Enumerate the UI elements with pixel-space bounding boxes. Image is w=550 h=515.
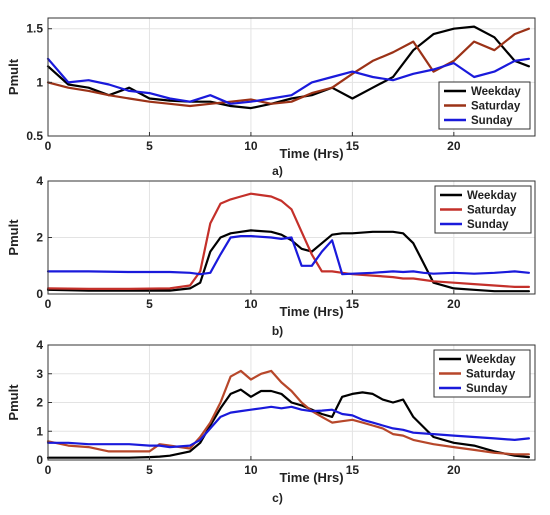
y-tick-label: 1 xyxy=(36,75,43,89)
legend-label-saturday: Saturday xyxy=(466,369,516,381)
legend-label-weekday: Weekday xyxy=(471,86,521,98)
y-tick-label: 0 xyxy=(36,287,43,301)
series-line-sunday xyxy=(46,235,531,276)
axes-frame xyxy=(47,17,536,137)
y-axis-label: Pmult xyxy=(6,384,21,421)
chart-panel-3: 0 5 10 15 20 0 1 2 3 4 Time (Hrs) Pmult c) Weekday Sat… xyxy=(6,338,536,505)
y-axis-label: Pmult xyxy=(6,58,21,95)
x-tick-label: 5 xyxy=(146,139,153,153)
legend-label-weekday: Weekday xyxy=(467,190,517,202)
y-axis-label: Pmult xyxy=(6,219,21,256)
chart-panel-1: 0 5 10 15 20 0.5 1 1.5 Time (Hrs) Pmult a) Weekday S… xyxy=(6,17,536,178)
legend-label-sunday: Sunday xyxy=(467,219,509,231)
x-tick-label: 15 xyxy=(346,463,360,477)
y-tick-label: 0.5 xyxy=(26,129,43,143)
x-tick-label: 20 xyxy=(447,297,461,311)
x-tick-label: 0 xyxy=(45,139,52,153)
legend-label-sunday: Sunday xyxy=(466,383,508,395)
legend-label-saturday: Saturday xyxy=(467,205,517,217)
legend: Weekday Saturday Sunday xyxy=(433,349,531,398)
y-tick-label: 2 xyxy=(36,231,43,245)
y-tick-label: 4 xyxy=(36,338,43,352)
legend-label-sunday: Sunday xyxy=(471,115,513,127)
x-tick-label: 20 xyxy=(447,139,461,153)
x-tick-label: 20 xyxy=(447,463,461,477)
y-tick-label: 4 xyxy=(36,174,43,188)
x-tick-label: 0 xyxy=(45,463,52,477)
panel-caption: b) xyxy=(272,324,283,338)
y-tick-label: 2 xyxy=(36,396,43,410)
series-line-weekday xyxy=(46,25,531,110)
x-tick-label: 10 xyxy=(244,463,258,477)
series-line-saturday xyxy=(46,27,531,108)
x-tick-label: 15 xyxy=(346,297,360,311)
x-axis-label: Time (Hrs) xyxy=(279,304,343,319)
series-line-sunday xyxy=(46,57,531,105)
x-axis-label: Time (Hrs) xyxy=(279,470,343,485)
x-tick-label: 10 xyxy=(244,297,258,311)
series-line-sunday xyxy=(46,405,531,449)
y-tick-label: 0 xyxy=(36,453,43,467)
x-tick-label: 5 xyxy=(146,297,153,311)
y-tick-label: 3 xyxy=(36,367,43,381)
y-tick-label: 1.5 xyxy=(26,22,43,36)
legend: Weekday Saturday Sunday xyxy=(438,81,531,130)
panel-caption: a) xyxy=(272,164,283,178)
legend: Weekday Saturday Sunday xyxy=(434,185,532,234)
series-line-weekday xyxy=(46,388,531,459)
x-tick-label: 0 xyxy=(45,297,52,311)
y-tick-label: 1 xyxy=(36,424,43,438)
series-line-weekday xyxy=(46,229,531,293)
x-tick-label: 10 xyxy=(244,139,258,153)
panel-caption: c) xyxy=(272,491,283,505)
x-axis-label: Time (Hrs) xyxy=(279,146,343,161)
legend-label-weekday: Weekday xyxy=(466,354,516,366)
legend-label-saturday: Saturday xyxy=(471,101,521,113)
series-line-saturday xyxy=(46,192,531,290)
series-line-saturday xyxy=(46,369,531,456)
chart-panel-2: 0 5 10 15 20 0 2 4 Time (Hrs) Pmult b) Weekday Satur… xyxy=(6,174,536,338)
x-tick-label: 5 xyxy=(146,463,153,477)
x-tick-label: 15 xyxy=(346,139,360,153)
